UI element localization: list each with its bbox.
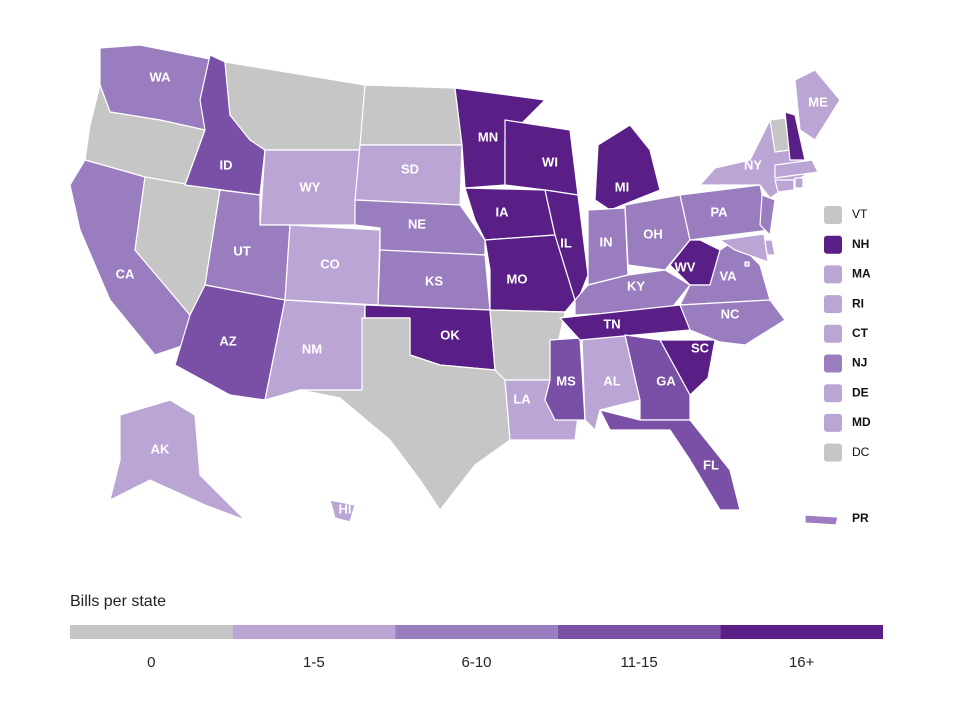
state-label: LA [513, 391, 531, 406]
state [109, 399, 246, 521]
state-label: MO [507, 271, 528, 286]
small-state [784, 111, 806, 161]
swatch [824, 354, 842, 373]
state-label: NE [408, 216, 426, 231]
swatch [824, 384, 842, 403]
state-label: ID [220, 157, 233, 172]
state-label: SC [691, 340, 710, 355]
state [329, 499, 356, 523]
state-label: MS [556, 373, 576, 388]
state [599, 409, 741, 511]
swatch [824, 324, 842, 343]
state-label: CA [116, 266, 135, 281]
swatch [824, 295, 842, 314]
state-label: WY [300, 179, 321, 194]
state-label: WI [542, 154, 558, 169]
legend-bin [70, 625, 233, 639]
small-state-label: NJ [852, 356, 867, 370]
state [299, 317, 511, 511]
state-label: NY [744, 157, 762, 172]
state-label: FL [703, 457, 719, 472]
swatch [824, 235, 842, 254]
small-state [719, 233, 769, 263]
state-label: AL [603, 373, 620, 388]
small-state-label: MA [852, 267, 871, 281]
legend-bin [395, 625, 558, 639]
state [594, 124, 661, 211]
state-label: IA [496, 204, 510, 219]
small-state-label: MD [852, 415, 871, 429]
state-label: VA [719, 268, 737, 283]
state-label: MI [615, 179, 629, 194]
state-label: IN [600, 234, 613, 249]
state-label: PA [710, 204, 728, 219]
state-label: KY [627, 278, 645, 293]
small-state [744, 261, 750, 267]
small-state-label: RI [852, 296, 864, 310]
state [679, 299, 786, 346]
small-state-label: DC [852, 445, 870, 459]
small-state-label: PR [852, 511, 869, 525]
small-state-label: NH [852, 237, 869, 251]
state-label: WV [675, 259, 696, 274]
state-label: OK [440, 327, 460, 342]
legend-bin [557, 625, 721, 639]
small-state [804, 514, 839, 526]
legend-label: 1-5 [303, 654, 325, 671]
small-state-label: DE [852, 385, 869, 399]
legend-label: 0 [147, 654, 155, 671]
legend-bin [232, 625, 396, 639]
small-state [794, 177, 804, 189]
legend-label: 16+ [789, 654, 815, 671]
state-label: AK [151, 441, 170, 456]
state-label: MN [478, 129, 498, 144]
small-state [774, 179, 795, 193]
state [359, 84, 463, 146]
legend-label: 11-15 [620, 654, 657, 671]
state-label: CO [320, 256, 340, 271]
state-label: NC [721, 306, 740, 321]
state-label: ME [808, 94, 828, 109]
state-label: UT [233, 243, 250, 258]
state-label: OH [643, 226, 663, 241]
state-label: SD [401, 161, 419, 176]
state-label: IL [560, 235, 572, 250]
state-label: WA [150, 69, 172, 84]
state-label: KS [425, 273, 443, 288]
swatch [824, 206, 842, 224]
state-label: TN [603, 316, 620, 331]
swatch [824, 413, 842, 432]
state-label: AZ [219, 333, 236, 348]
legend-title: Bills per state [70, 593, 166, 610]
legend-label: 6-10 [461, 654, 491, 671]
swatch [824, 443, 842, 462]
state [794, 69, 841, 141]
swatch [824, 265, 842, 284]
small-state [774, 159, 819, 179]
small-state [759, 194, 776, 236]
state-label: NM [302, 341, 322, 356]
state-label: GA [656, 373, 676, 388]
legend-bin [720, 625, 883, 639]
small-state-label: CT [852, 326, 869, 340]
small-state-label: VT [852, 207, 868, 221]
state-label: HI [339, 501, 352, 516]
